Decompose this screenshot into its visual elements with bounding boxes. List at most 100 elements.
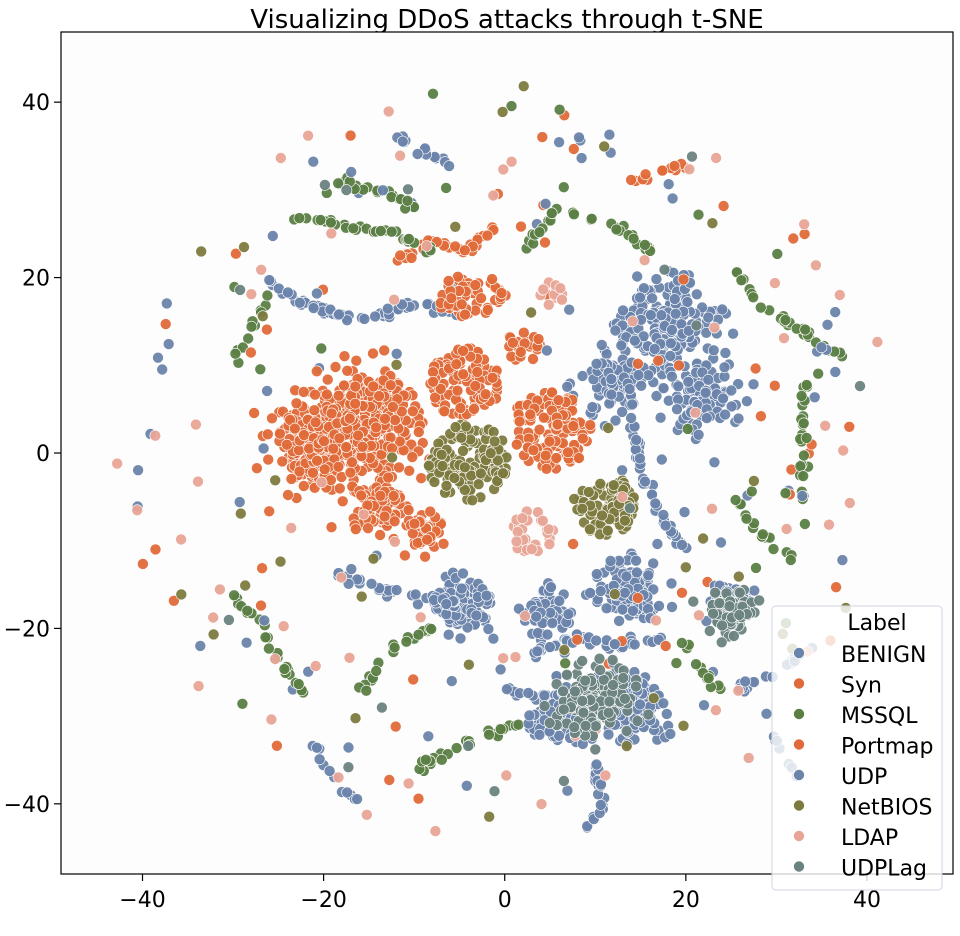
data-point [367,347,379,360]
data-point [558,644,571,656]
data-point [321,388,333,401]
data-point [190,418,202,431]
data-point [557,685,569,698]
data-point [682,375,695,388]
series-mssql [228,88,848,777]
data-point [293,444,305,457]
data-point [111,457,123,470]
data-point [387,490,400,502]
data-point [650,273,663,285]
data-point [358,313,371,325]
legend: Label BENIGN Syn MSSQL Portmap UDP NetBIOS LDA… [771,605,943,891]
data-point [536,131,549,143]
data-point [692,428,705,441]
data-point [748,584,761,597]
data-point [717,392,729,405]
data-point [754,301,767,314]
data-point [419,753,432,766]
data-point [532,627,544,639]
data-point [631,592,644,604]
data-point [652,354,665,367]
data-point [545,207,558,219]
data-point [390,347,403,360]
data-point [553,136,565,148]
data-point [723,600,736,613]
data-point [589,743,602,756]
data-point [833,289,846,301]
data-point [162,338,175,350]
data-point [381,302,394,315]
data-point [700,412,713,424]
data-point [631,715,644,727]
data-point [248,407,260,419]
data-point [650,614,662,627]
data-point [554,282,567,295]
data-point [421,298,434,311]
data-point [390,584,403,596]
data-point [812,367,825,380]
data-point [311,287,323,300]
data-point [626,315,639,328]
legend-label-ldap: LDAP [841,826,898,851]
data-point [405,252,418,264]
data-point [666,370,678,383]
data-point [463,658,475,671]
data-point [428,476,441,488]
x-tick-label: −20 [300,888,346,913]
data-point [367,552,380,565]
data-point [494,723,507,736]
data-point [377,184,389,197]
data-point [525,306,537,319]
data-point [717,200,730,212]
data-point [406,527,419,540]
data-point [733,586,746,599]
data-point [702,672,715,685]
data-point [605,388,618,401]
data-point [590,634,603,647]
data-point [509,651,522,663]
data-point [351,793,363,805]
data-point [269,474,282,487]
data-point [389,720,402,733]
data-point [576,695,589,707]
data-point [668,293,681,305]
data-point [739,675,752,688]
data-point [654,411,667,424]
data-point [634,698,646,711]
data-point [355,489,368,502]
data-point [702,373,715,386]
data-point [349,380,362,393]
data-point [390,358,403,371]
data-point [454,402,467,414]
data-point [382,105,395,118]
data-point [683,163,696,176]
data-point [702,311,715,324]
y-tick-label: 40 [22,91,50,116]
data-point [325,216,337,229]
data-point [350,354,363,367]
data-point [829,306,842,318]
data-point [634,291,646,304]
data-point [527,444,540,457]
data-point [590,568,603,580]
data-point [579,719,592,732]
x-tick-label: 0 [498,888,512,913]
data-point [573,452,585,464]
data-point [293,296,306,309]
data-point [561,668,573,681]
data-point [540,462,553,475]
data-point [531,645,544,658]
data-point [668,160,681,172]
data-point [511,525,524,538]
data-point [389,535,401,548]
data-point [325,407,338,420]
data-point [677,719,690,732]
data-point [666,192,679,205]
data-point [408,517,421,530]
data-point [449,221,462,233]
data-point [576,370,589,382]
data-point [602,422,615,434]
data-point [635,379,648,392]
data-point [679,561,692,574]
